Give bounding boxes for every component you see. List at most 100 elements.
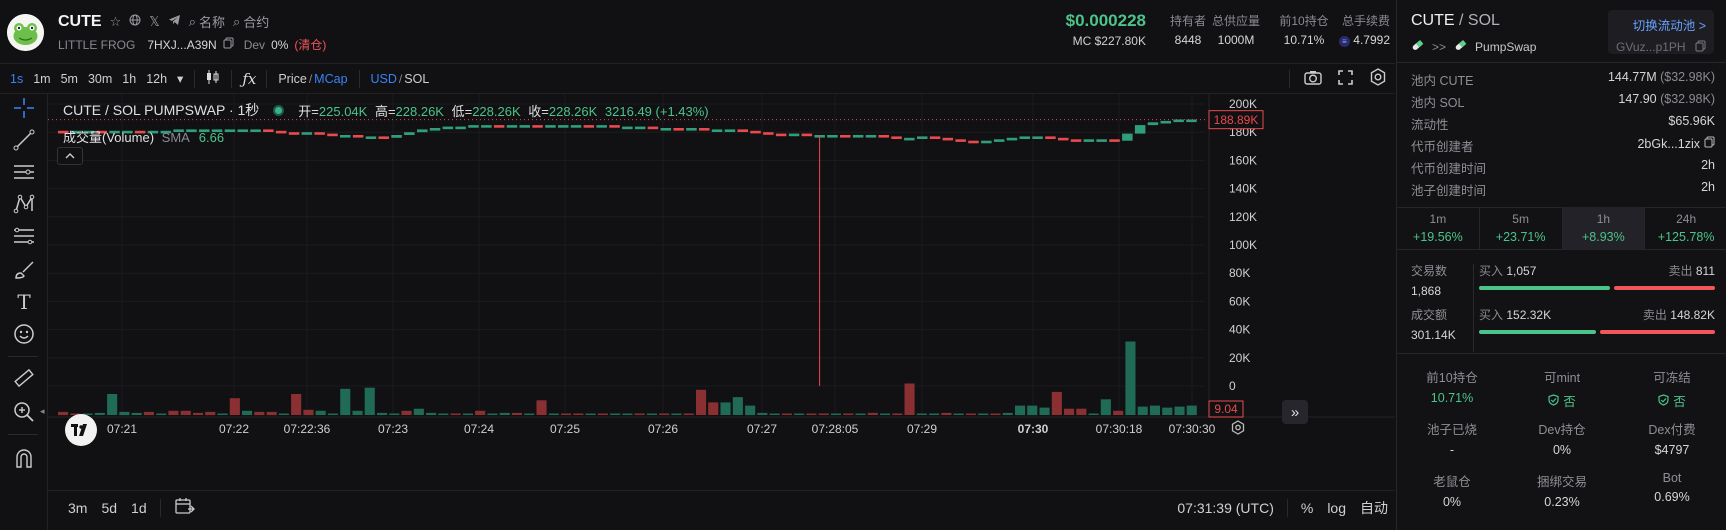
token-avatar[interactable] bbox=[7, 14, 44, 51]
change-tab-value: +23.71% bbox=[1495, 230, 1546, 244]
security-item: Dev持仓 0% bbox=[1507, 419, 1617, 457]
copy-icon[interactable] bbox=[1695, 40, 1706, 55]
ohlc-values: 开=225.04K 高=228.26K 低=228.26K 收=228.26K … bbox=[298, 101, 708, 120]
search-contract-link[interactable]: ⌕ 合约 bbox=[233, 12, 269, 31]
chart-canvas[interactable]: 200K180K160K140K120K100K80K60K40K20K007:… bbox=[48, 94, 1395, 486]
axis-settings-icon[interactable] bbox=[1231, 420, 1245, 435]
pool-info-key: 池内 CUTE bbox=[1411, 74, 1474, 88]
range-3m[interactable]: 3m bbox=[68, 499, 88, 516]
scroll-to-latest-button[interactable]: » bbox=[1282, 400, 1308, 424]
timeframe-12h[interactable]: 12h bbox=[146, 71, 168, 86]
timeframe-dropdown-icon[interactable]: ▾ bbox=[177, 72, 184, 86]
security-value: 否 bbox=[1673, 395, 1686, 409]
txn-volume-label: 成交额 bbox=[1411, 308, 1448, 322]
timeframe-1h[interactable]: 1h bbox=[122, 71, 137, 86]
ruler-tool-icon[interactable] bbox=[9, 364, 39, 392]
collapse-tools-icon[interactable]: ◂ bbox=[40, 406, 45, 416]
volume-bar bbox=[1137, 406, 1148, 415]
dev-status: (清仓) bbox=[294, 38, 327, 52]
price-candle bbox=[545, 125, 556, 128]
sol-toggle[interactable]: SOL bbox=[404, 71, 430, 86]
settings-icon[interactable] bbox=[1361, 68, 1395, 89]
magnet-tool-icon[interactable] bbox=[9, 444, 39, 472]
change-tab-1m[interactable]: 1m +19.56% bbox=[1397, 207, 1480, 249]
volume-bar bbox=[867, 412, 878, 415]
mcap-toggle[interactable]: MCap bbox=[314, 71, 348, 86]
price-candle bbox=[634, 126, 646, 130]
timeframe-5m[interactable]: 5m bbox=[60, 71, 78, 86]
timeframe-1m[interactable]: 1m bbox=[33, 71, 51, 86]
percent-toggle[interactable]: % bbox=[1300, 499, 1314, 516]
timeframe-1s[interactable]: 1s bbox=[10, 71, 24, 86]
pool-info-value: 147.90 bbox=[1618, 92, 1657, 106]
price-candle bbox=[275, 130, 287, 134]
copy-icon[interactable] bbox=[1704, 136, 1715, 151]
range-5d[interactable]: 5d bbox=[101, 499, 118, 516]
telegram-icon[interactable] bbox=[168, 14, 181, 29]
pool-info-key: 池子创建时间 bbox=[1411, 184, 1487, 198]
usd-toggle[interactable]: USD bbox=[370, 71, 397, 86]
price-candle bbox=[378, 136, 389, 139]
collapse-legend-button[interactable] bbox=[57, 147, 83, 165]
volume-bar bbox=[389, 413, 400, 415]
x-twitter-icon[interactable]: 𝕏 bbox=[149, 13, 160, 29]
toolbar-divider bbox=[1289, 69, 1290, 88]
current-price: $0.000228 bbox=[1065, 11, 1146, 30]
holders-label: 持有者 bbox=[1169, 14, 1206, 28]
tools-divider bbox=[8, 434, 38, 435]
change-tab-5m[interactable]: 5m +23.71% bbox=[1480, 207, 1563, 249]
date-range-icon[interactable] bbox=[167, 497, 203, 518]
price-candle bbox=[968, 140, 979, 144]
fib-tool-icon[interactable] bbox=[9, 222, 39, 250]
change-tab-1h[interactable]: 1h +8.93% bbox=[1562, 207, 1646, 249]
price-candle bbox=[1109, 139, 1120, 142]
price-candle bbox=[1083, 139, 1095, 142]
volume-bar bbox=[266, 411, 277, 416]
text-tool-icon[interactable]: T bbox=[17, 290, 31, 314]
price-chart[interactable]: 200K 180K 160K 140K 120K 100K 80K 60K 40K 20K 0 07:… bbox=[48, 94, 1395, 486]
security-item: 可mint 否 bbox=[1507, 367, 1617, 410]
price-candle bbox=[570, 125, 582, 128]
volume-bar bbox=[548, 413, 559, 415]
auto-toggle[interactable]: 自动 bbox=[1360, 499, 1388, 516]
zoom-in-tool-icon[interactable] bbox=[9, 398, 39, 426]
pool-info-key: 流动性 bbox=[1411, 118, 1449, 132]
search-name-link[interactable]: ⌕ 名称 bbox=[189, 12, 225, 31]
drawing-tools: T ◂ bbox=[0, 94, 48, 530]
security-label: 池子已烧 bbox=[1426, 423, 1477, 437]
log-toggle[interactable]: log bbox=[1327, 499, 1346, 516]
switch-pool-button[interactable]: 切换流动池 > GVuz...p1PH bbox=[1608, 10, 1714, 54]
range-1d[interactable]: 1d bbox=[131, 499, 147, 516]
live-dot-icon bbox=[273, 104, 285, 116]
crosshair-tool-icon[interactable] bbox=[9, 94, 39, 122]
change-tab-24h[interactable]: 24h +125.78% bbox=[1645, 207, 1726, 249]
buy-volume-bar bbox=[1479, 330, 1596, 334]
brush-tool-icon[interactable] bbox=[9, 256, 39, 284]
trend-line-tool-icon[interactable] bbox=[9, 126, 39, 154]
star-icon[interactable]: ☆ bbox=[109, 13, 122, 29]
pool-info-value: 2h bbox=[1701, 180, 1715, 194]
tradingview-logo[interactable] bbox=[65, 414, 97, 446]
y-axis-label: 80K bbox=[1229, 266, 1250, 280]
x-axis-label: 07:30 bbox=[1018, 422, 1049, 436]
pattern-tool-icon[interactable] bbox=[9, 190, 39, 218]
candle-style-icon[interactable] bbox=[201, 69, 225, 88]
horizontal-lines-tool-icon[interactable] bbox=[9, 158, 39, 186]
camera-icon[interactable] bbox=[1296, 70, 1330, 88]
fullscreen-icon[interactable] bbox=[1330, 69, 1361, 88]
dex-arrow: >> bbox=[1432, 40, 1447, 54]
volume-bar bbox=[990, 413, 1001, 415]
utc-clock[interactable]: 07:31:39 (UTC) bbox=[1177, 499, 1274, 516]
price-toggle[interactable]: Price bbox=[278, 71, 307, 86]
volume-bar bbox=[1100, 399, 1111, 416]
x-axis-label: 07:28:05 bbox=[812, 422, 859, 436]
emoji-tool-icon[interactable] bbox=[9, 320, 39, 348]
open-label: 开= bbox=[298, 103, 319, 119]
globe-icon[interactable] bbox=[129, 14, 141, 29]
holders-value: 8448 bbox=[1174, 33, 1202, 47]
indicators-icon[interactable]: ƒx bbox=[242, 69, 257, 88]
pool-info-value: $65.96K bbox=[1668, 114, 1715, 128]
pool-info-value: 2h bbox=[1701, 158, 1715, 172]
timeframe-30m[interactable]: 30m bbox=[87, 71, 113, 86]
copy-icon[interactable] bbox=[223, 37, 234, 52]
